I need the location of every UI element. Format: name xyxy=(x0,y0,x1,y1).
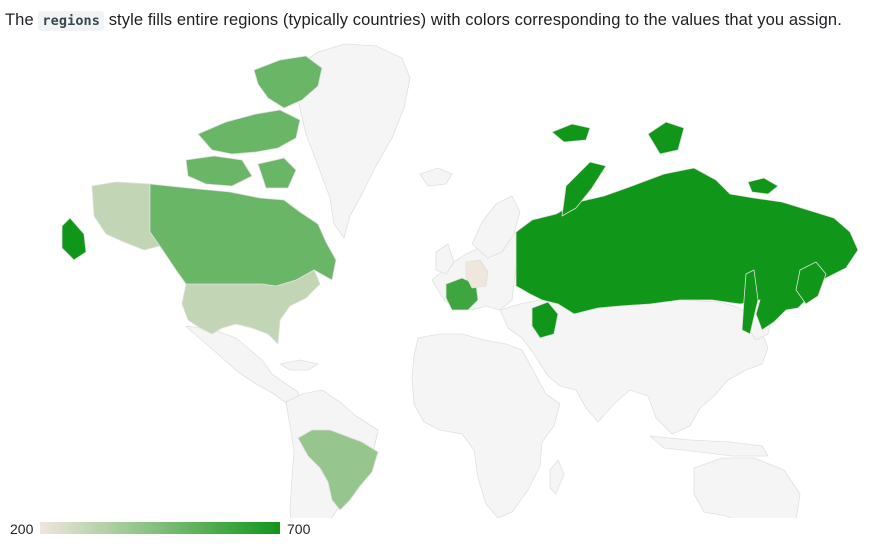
caption-suffix: style fills entire regions (typically co… xyxy=(108,11,842,29)
region-canada-arctic-4[interactable] xyxy=(257,157,297,189)
region-madagascar[interactable] xyxy=(549,459,565,495)
region-indonesia[interactable] xyxy=(649,435,769,457)
region-greenland[interactable] xyxy=(297,43,411,239)
region-brazil[interactable] xyxy=(297,429,379,511)
caption-text: The regions style fills entire regions (… xyxy=(5,9,842,32)
region-caribbean[interactable] xyxy=(279,359,319,371)
caption-prefix: The xyxy=(5,11,34,29)
caption-code: regions xyxy=(38,11,105,31)
region-canada-arctic-2[interactable] xyxy=(253,55,323,109)
region-russia-sakhalin[interactable] xyxy=(741,269,759,335)
region-russia-franz-josef[interactable] xyxy=(551,123,591,143)
region-russia-crimea-west[interactable] xyxy=(531,301,559,339)
legend-gradient xyxy=(40,522,280,534)
legend-max-label: 700 xyxy=(287,521,311,537)
region-russia-novaya-zemlya[interactable] xyxy=(561,161,607,217)
region-africa[interactable] xyxy=(411,333,561,518)
region-iceland[interactable] xyxy=(419,167,453,187)
world-map[interactable] xyxy=(0,38,871,518)
region-france[interactable] xyxy=(445,277,479,311)
region-canada-arctic-1[interactable] xyxy=(197,109,301,155)
region-russia-chukotka-west[interactable] xyxy=(61,217,87,261)
region-canada-mainland[interactable] xyxy=(149,183,337,287)
region-scandinavia[interactable] xyxy=(471,195,521,259)
region-uk-ireland[interactable] xyxy=(435,243,455,275)
region-russia-new-siberian[interactable] xyxy=(747,177,779,195)
region-usa-alaska[interactable] xyxy=(91,181,161,251)
region-russia-arctic-islands[interactable] xyxy=(647,121,685,155)
world-map-svg xyxy=(61,43,859,518)
region-canada-arctic-3[interactable] xyxy=(185,155,253,187)
region-australia[interactable] xyxy=(693,457,801,518)
legend-min-label: 200 xyxy=(10,521,34,537)
region-germany[interactable] xyxy=(465,259,489,289)
region-russia-kamchatka[interactable] xyxy=(795,261,827,305)
